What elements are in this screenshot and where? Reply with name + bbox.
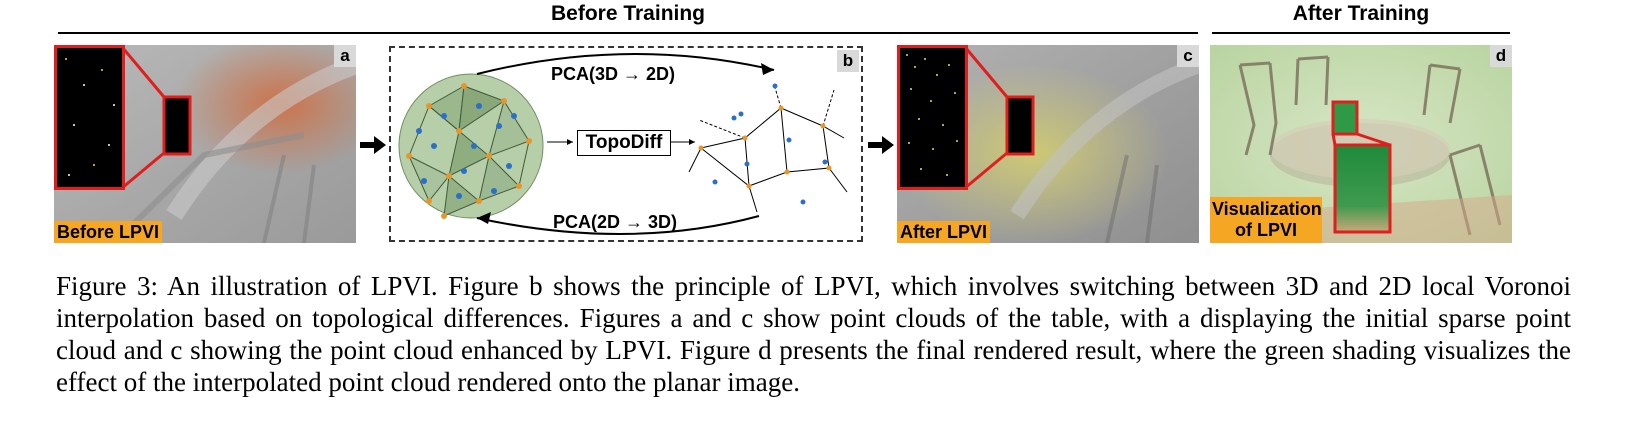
- after-training-rule: [1212, 32, 1510, 34]
- pca-2d-to-3d-label: PCA(2D → 3D): [553, 212, 678, 232]
- before-training-title: Before Training: [550, 2, 706, 25]
- panel-c-pointcloud: [897, 45, 1199, 243]
- panel-b-letter: b: [837, 50, 859, 72]
- panel-a-pointcloud: [54, 45, 356, 243]
- before-lpvi-label: Before LPVI: [54, 221, 163, 243]
- panel-a: a Before LPVI: [54, 45, 356, 243]
- panel-a-letter: a: [334, 45, 356, 67]
- after-training-title: After Training: [1292, 2, 1430, 25]
- after-lpvi-label: After LPVI: [897, 221, 991, 243]
- arrow-a-to-b: [360, 136, 386, 154]
- figure-caption: Figure 3: An illustration of LPVI. Figur…: [56, 271, 1571, 397]
- visualization-of-lpvi-label: Visualization of LPVI: [1210, 197, 1322, 243]
- panel-d-letter: d: [1490, 45, 1512, 67]
- panel-d: d Visualization of LPVI: [1210, 45, 1512, 243]
- topodiff-box: TopoDiff: [577, 130, 671, 156]
- visualization-label-line2: of LPVI: [1235, 220, 1297, 240]
- panel-c-letter: c: [1177, 45, 1199, 67]
- panel-c: c After LPVI: [897, 45, 1199, 243]
- panel-b-diagram: [398, 53, 848, 235]
- visualization-label-line1: Visualization: [1212, 199, 1322, 219]
- before-training-rule: [58, 32, 1198, 34]
- arrow-b-to-c: [868, 136, 894, 154]
- panel-b: PCA(3D → 2D) PCA(2D → 3D) TopoDiff b: [389, 46, 863, 242]
- pca-3d-to-2d-label: PCA(3D → 2D): [551, 64, 676, 84]
